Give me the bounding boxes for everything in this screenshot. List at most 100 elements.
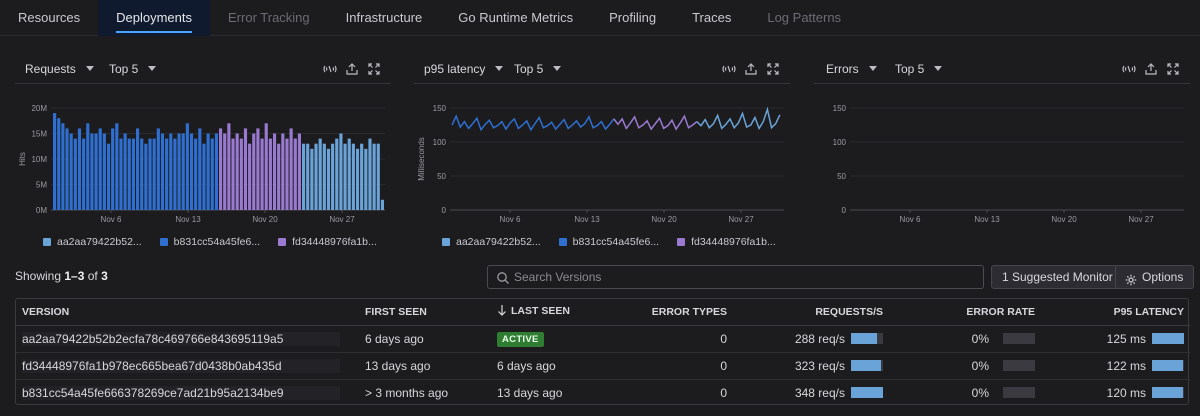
bar[interactable] bbox=[144, 143, 148, 210]
col-first-seen[interactable]: FIRST SEEN bbox=[359, 299, 491, 326]
bar[interactable] bbox=[119, 138, 123, 210]
bar[interactable] bbox=[235, 133, 239, 211]
bar[interactable] bbox=[173, 138, 177, 210]
bar[interactable] bbox=[206, 133, 210, 211]
bar[interactable] bbox=[210, 138, 214, 210]
legend-item[interactable]: aa2aa79422b52... bbox=[43, 236, 142, 248]
col-last-seen[interactable]: LAST SEEN bbox=[491, 299, 631, 326]
bar[interactable] bbox=[297, 133, 301, 211]
bar[interactable] bbox=[177, 133, 181, 211]
bar[interactable] bbox=[289, 128, 293, 210]
bar[interactable] bbox=[160, 133, 165, 211]
bar[interactable] bbox=[322, 143, 326, 210]
legend-item[interactable]: b831cc54a45fe6... bbox=[558, 236, 659, 248]
tab-profiling[interactable]: Profiling bbox=[609, 10, 657, 25]
bar[interactable] bbox=[152, 138, 156, 210]
bar[interactable] bbox=[239, 138, 243, 210]
bar[interactable] bbox=[326, 148, 331, 210]
bar[interactable] bbox=[65, 128, 69, 210]
bar[interactable] bbox=[90, 133, 94, 211]
bar[interactable] bbox=[214, 133, 218, 211]
bar[interactable] bbox=[227, 123, 231, 210]
bar[interactable] bbox=[256, 128, 260, 210]
bar[interactable] bbox=[53, 113, 57, 210]
tab-infrastructure[interactable]: Infrastructure bbox=[345, 10, 423, 25]
bar[interactable] bbox=[82, 138, 86, 210]
legend-item[interactable]: fd34448976fa1b... bbox=[278, 236, 377, 248]
bar[interactable] bbox=[260, 138, 264, 210]
tab-traces[interactable]: Traces bbox=[692, 10, 732, 25]
top-dropdown[interactable]: Top 5 bbox=[109, 62, 157, 76]
bar[interactable] bbox=[148, 138, 152, 210]
bar[interactable] bbox=[339, 133, 343, 211]
bar[interactable] bbox=[306, 143, 310, 210]
top-dropdown[interactable]: Top 5 bbox=[895, 62, 943, 76]
bar[interactable] bbox=[272, 133, 277, 211]
bar[interactable] bbox=[219, 128, 223, 210]
bar[interactable] bbox=[277, 143, 281, 210]
bar[interactable] bbox=[69, 133, 73, 211]
bar[interactable] bbox=[243, 128, 248, 210]
legend-item[interactable]: fd34448976fa1b... bbox=[677, 236, 776, 248]
bar[interactable] bbox=[293, 138, 297, 210]
bar[interactable] bbox=[156, 128, 160, 210]
bar[interactable] bbox=[136, 128, 140, 210]
bar[interactable] bbox=[106, 143, 111, 210]
bar[interactable] bbox=[314, 143, 318, 210]
bar[interactable] bbox=[189, 133, 194, 211]
expand-icon[interactable] bbox=[1166, 62, 1180, 76]
bar[interactable] bbox=[115, 123, 119, 210]
bar[interactable] bbox=[140, 138, 144, 210]
bar[interactable] bbox=[223, 133, 227, 211]
metric-dropdown[interactable]: p95 latency bbox=[424, 62, 504, 76]
bar[interactable] bbox=[331, 143, 335, 210]
bar[interactable] bbox=[281, 133, 285, 211]
suggested-monitor-button[interactable]: 1 Suggested Monitor bbox=[991, 265, 1124, 289]
series-line[interactable] bbox=[613, 114, 698, 131]
bar[interactable] bbox=[94, 133, 98, 211]
bar[interactable] bbox=[248, 143, 252, 210]
legend-item[interactable]: b831cc54a45fe6... bbox=[159, 236, 260, 248]
series-line[interactable] bbox=[696, 106, 781, 131]
tab-deployments[interactable]: Deployments bbox=[98, 0, 211, 36]
bar[interactable] bbox=[231, 138, 235, 210]
bar[interactable] bbox=[73, 138, 77, 210]
bar[interactable] bbox=[98, 128, 102, 210]
export-icon[interactable] bbox=[1144, 62, 1158, 76]
bar[interactable] bbox=[123, 133, 127, 211]
bar[interactable] bbox=[360, 143, 364, 210]
bar[interactable] bbox=[380, 199, 384, 210]
activity-icon[interactable] bbox=[722, 62, 736, 76]
bar[interactable] bbox=[185, 123, 189, 210]
bar[interactable] bbox=[285, 138, 289, 210]
bar[interactable] bbox=[61, 123, 65, 210]
bar[interactable] bbox=[372, 143, 376, 210]
tab-resources[interactable]: Resources bbox=[18, 10, 81, 25]
bar[interactable] bbox=[252, 133, 256, 211]
tab-error-tracking[interactable]: Error Tracking bbox=[228, 10, 310, 25]
table-row[interactable]: b831cc54a45fe666378269ce7ad21b95a2134be9… bbox=[16, 379, 1190, 406]
col-p95-latency[interactable]: P95 LATENCY bbox=[1041, 299, 1190, 326]
bar[interactable] bbox=[310, 148, 314, 210]
expand-icon[interactable] bbox=[766, 62, 780, 76]
bar[interactable] bbox=[127, 138, 131, 210]
bar[interactable] bbox=[376, 143, 380, 210]
legend-item[interactable]: aa2aa79422b52... bbox=[442, 236, 541, 248]
table-row[interactable]: fd34448976fa1b978ec665bea67d0438b0ab435d… bbox=[16, 352, 1190, 380]
bar[interactable] bbox=[351, 143, 355, 210]
tab-log-patterns[interactable]: Log Patterns bbox=[767, 10, 842, 25]
metric-dropdown[interactable]: Errors bbox=[826, 62, 877, 76]
bar[interactable] bbox=[181, 133, 185, 211]
bar[interactable] bbox=[165, 138, 169, 210]
bar[interactable] bbox=[302, 143, 306, 210]
bar[interactable] bbox=[202, 143, 206, 210]
top-dropdown[interactable]: Top 5 bbox=[514, 62, 562, 76]
options-button[interactable]: Options bbox=[1115, 265, 1195, 289]
tab-go-runtime-metrics[interactable]: Go Runtime Metrics bbox=[458, 10, 574, 25]
metric-dropdown[interactable]: Requests bbox=[25, 62, 94, 76]
col-error-types[interactable]: ERROR TYPES bbox=[631, 299, 733, 326]
bar[interactable] bbox=[194, 138, 198, 210]
bar[interactable] bbox=[347, 138, 351, 210]
bar[interactable] bbox=[343, 143, 347, 210]
bar[interactable] bbox=[268, 138, 272, 210]
